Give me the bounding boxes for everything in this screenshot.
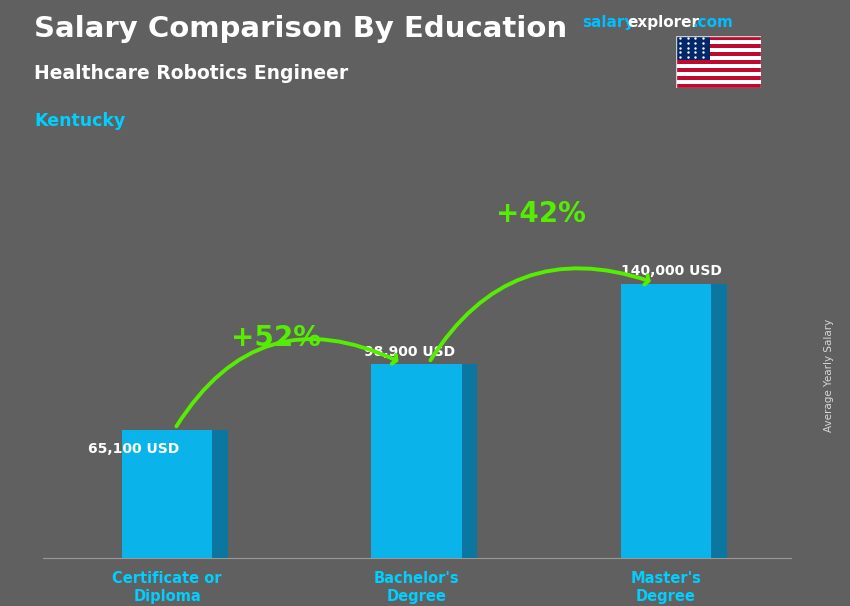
Bar <box>676 76 761 80</box>
Bar <box>676 68 761 72</box>
Text: +42%: +42% <box>496 200 586 228</box>
Text: +52%: +52% <box>231 324 321 351</box>
Text: Average Yearly Salary: Average Yearly Salary <box>824 319 834 432</box>
Text: 98,900 USD: 98,900 USD <box>364 345 455 359</box>
Text: Kentucky: Kentucky <box>34 112 125 130</box>
Polygon shape <box>620 284 711 558</box>
Bar <box>676 60 761 64</box>
Text: Healthcare Robotics Engineer: Healthcare Robotics Engineer <box>34 64 348 82</box>
Polygon shape <box>711 284 727 558</box>
Text: 140,000 USD: 140,000 USD <box>620 264 722 278</box>
Bar <box>676 44 761 48</box>
Polygon shape <box>122 430 212 558</box>
Text: Salary Comparison By Education: Salary Comparison By Education <box>34 15 567 43</box>
Text: explorer: explorer <box>627 15 700 30</box>
Text: salary: salary <box>582 15 635 30</box>
Bar <box>676 84 761 88</box>
Bar <box>676 36 710 60</box>
Bar <box>676 80 761 84</box>
Polygon shape <box>462 364 478 558</box>
Bar <box>676 64 761 68</box>
Text: .com: .com <box>693 15 734 30</box>
Bar <box>676 36 761 41</box>
Bar <box>676 41 761 44</box>
Text: 65,100 USD: 65,100 USD <box>88 442 179 456</box>
Polygon shape <box>371 364 462 558</box>
Polygon shape <box>212 430 228 558</box>
Bar <box>676 56 761 60</box>
Bar <box>676 52 761 56</box>
Bar <box>676 72 761 76</box>
Bar <box>676 48 761 52</box>
